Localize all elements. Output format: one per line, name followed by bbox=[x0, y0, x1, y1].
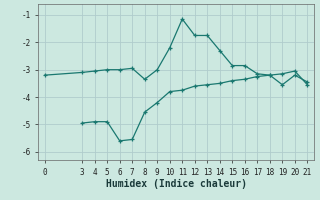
X-axis label: Humidex (Indice chaleur): Humidex (Indice chaleur) bbox=[106, 179, 246, 189]
